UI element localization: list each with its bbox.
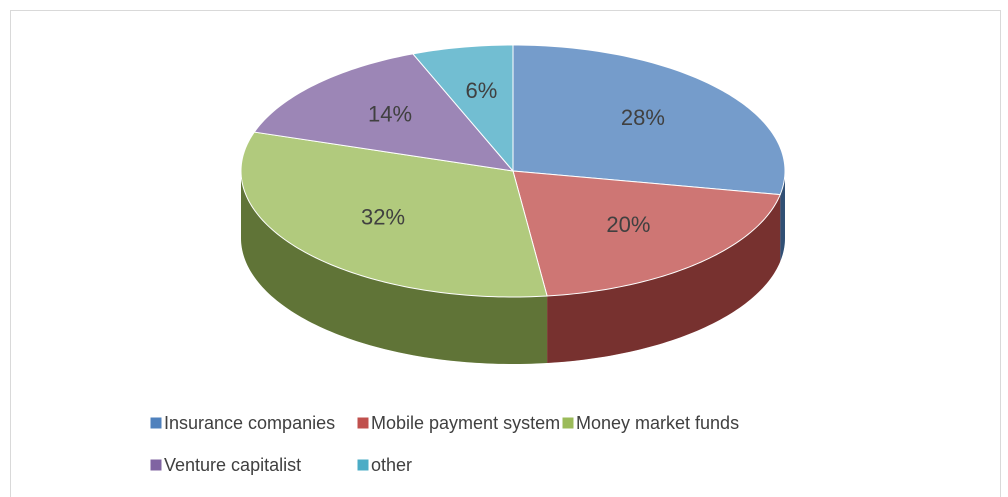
data-label: 14% [368, 101, 412, 126]
legend-swatch [561, 416, 575, 430]
data-label: 6% [466, 78, 498, 103]
slice [411, 44, 514, 173]
slice-highlight [513, 45, 785, 195]
slice-highlight [254, 53, 513, 172]
pie-tops [240, 44, 786, 298]
data-label: 32% [361, 205, 405, 230]
legend-label: Venture capitalist [164, 455, 301, 475]
slice-highlight [241, 132, 548, 297]
legend-label: Insurance companies [164, 413, 335, 433]
legend-label: Money market funds [576, 413, 739, 433]
slice [240, 131, 548, 298]
slice-highlight [513, 171, 781, 297]
legend-swatch [149, 416, 163, 430]
slice-side-shade [780, 171, 785, 262]
data-labels: 28% 20% 32% 14% 6% [361, 78, 665, 237]
legend: Insurance companies Mobile payment system… [149, 413, 739, 475]
slice-side-shade [241, 171, 548, 364]
data-label: 28% [621, 105, 665, 130]
slice-side-shade [547, 194, 781, 364]
legend-label: Mobile payment system [371, 413, 560, 433]
slice [512, 44, 786, 196]
legend-swatch [149, 458, 163, 472]
slice-side [780, 171, 785, 262]
slice [512, 170, 781, 297]
legend-swatch [356, 458, 370, 472]
slice [253, 53, 515, 172]
slice-side [547, 194, 781, 364]
slice-side [241, 171, 548, 364]
legend-label: other [371, 455, 412, 475]
legend-swatch [356, 416, 370, 430]
data-label: 20% [606, 212, 650, 237]
slice-highlight [412, 45, 513, 171]
pie-sides [241, 171, 785, 364]
